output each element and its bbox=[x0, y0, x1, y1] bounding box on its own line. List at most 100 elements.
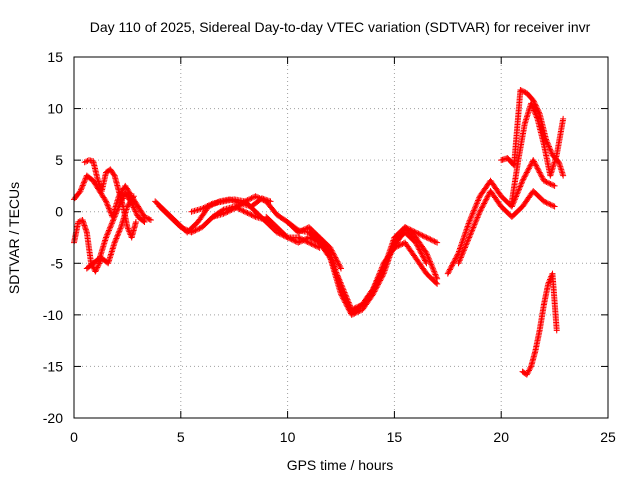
data-point bbox=[79, 183, 86, 190]
data-point bbox=[419, 252, 426, 259]
data-point bbox=[548, 202, 555, 209]
data-point bbox=[133, 209, 140, 216]
data-point bbox=[369, 287, 376, 294]
data-point bbox=[108, 221, 115, 228]
data-point bbox=[470, 223, 477, 230]
y-tick-label: 10 bbox=[47, 101, 63, 117]
data-point bbox=[448, 263, 455, 270]
data-point bbox=[432, 271, 439, 278]
data-point bbox=[130, 204, 137, 211]
data-point bbox=[333, 269, 340, 276]
data-point bbox=[399, 229, 406, 236]
data-point bbox=[399, 228, 406, 235]
data-point bbox=[404, 225, 411, 232]
data-point bbox=[480, 201, 487, 208]
data-point bbox=[224, 208, 231, 215]
data-point bbox=[528, 101, 535, 108]
data-point bbox=[475, 196, 482, 203]
data-point bbox=[119, 196, 126, 203]
data-point bbox=[457, 255, 464, 262]
data-point bbox=[476, 208, 483, 215]
tick-marks bbox=[73, 56, 609, 419]
data-point bbox=[141, 219, 148, 226]
data-point bbox=[341, 289, 348, 296]
data-point bbox=[220, 210, 227, 217]
data-point bbox=[398, 241, 405, 248]
data-point bbox=[420, 254, 427, 261]
data-point bbox=[379, 263, 386, 270]
data-point bbox=[115, 231, 122, 238]
data-point bbox=[288, 236, 295, 243]
data-point bbox=[465, 221, 472, 228]
x-tick-labels: 0 5 10 15 20 25 bbox=[70, 429, 616, 445]
data-point bbox=[255, 194, 262, 201]
data-point bbox=[483, 194, 490, 201]
data-point bbox=[327, 256, 334, 263]
data-point bbox=[463, 226, 470, 233]
series-trace-d bbox=[83, 190, 148, 272]
data-point bbox=[391, 244, 398, 251]
data-point bbox=[79, 182, 86, 189]
data-point bbox=[335, 259, 342, 266]
data-point bbox=[313, 243, 320, 250]
data-point bbox=[412, 229, 419, 236]
data-point bbox=[534, 105, 541, 112]
data-point bbox=[462, 229, 469, 236]
data-point bbox=[428, 262, 435, 269]
data-point bbox=[289, 237, 296, 244]
data-point bbox=[327, 255, 334, 262]
data-point bbox=[199, 205, 206, 212]
data-point bbox=[525, 368, 532, 375]
data-point bbox=[461, 245, 468, 252]
data-point bbox=[131, 205, 138, 212]
data-point bbox=[429, 264, 436, 271]
data-point bbox=[551, 182, 558, 189]
data-point bbox=[446, 267, 453, 274]
data-point bbox=[459, 239, 466, 246]
data-point bbox=[113, 234, 120, 241]
data-point bbox=[543, 199, 550, 206]
data-point bbox=[447, 265, 454, 272]
data-point bbox=[542, 199, 549, 206]
data-point bbox=[540, 177, 547, 184]
data-point bbox=[77, 188, 84, 195]
data-point bbox=[75, 219, 82, 226]
data-point bbox=[517, 87, 524, 94]
data-point bbox=[425, 255, 432, 262]
data-point bbox=[460, 236, 467, 243]
data-point bbox=[532, 111, 539, 118]
data-point bbox=[434, 275, 441, 282]
x-axis-label: GPS time / hours bbox=[287, 457, 394, 473]
data-point bbox=[104, 231, 111, 238]
x-tick-label: 0 bbox=[70, 429, 78, 445]
data-point bbox=[124, 224, 131, 231]
data-point bbox=[419, 232, 426, 239]
data-point bbox=[380, 261, 387, 268]
data-point bbox=[352, 304, 359, 311]
data-point bbox=[457, 254, 464, 261]
data-point bbox=[465, 220, 472, 227]
data-point bbox=[471, 221, 478, 228]
data-point bbox=[446, 266, 453, 273]
data-point bbox=[461, 233, 468, 240]
data-point bbox=[305, 234, 312, 241]
data-point bbox=[117, 200, 124, 207]
data-point bbox=[525, 166, 532, 173]
data-point bbox=[518, 179, 525, 186]
data-point bbox=[527, 364, 534, 371]
data-point bbox=[131, 207, 138, 214]
data-point bbox=[332, 266, 339, 273]
data-point bbox=[112, 238, 119, 245]
data-point bbox=[424, 252, 431, 259]
data-point bbox=[463, 241, 470, 248]
data-point bbox=[376, 270, 383, 277]
data-point bbox=[536, 169, 543, 176]
data-point bbox=[94, 263, 101, 270]
data-point bbox=[524, 370, 531, 377]
data-point bbox=[118, 198, 125, 205]
data-point bbox=[330, 263, 337, 270]
series-trace-l bbox=[380, 224, 441, 267]
data-point bbox=[179, 224, 186, 231]
data-point bbox=[474, 214, 481, 221]
data-point bbox=[257, 195, 264, 202]
